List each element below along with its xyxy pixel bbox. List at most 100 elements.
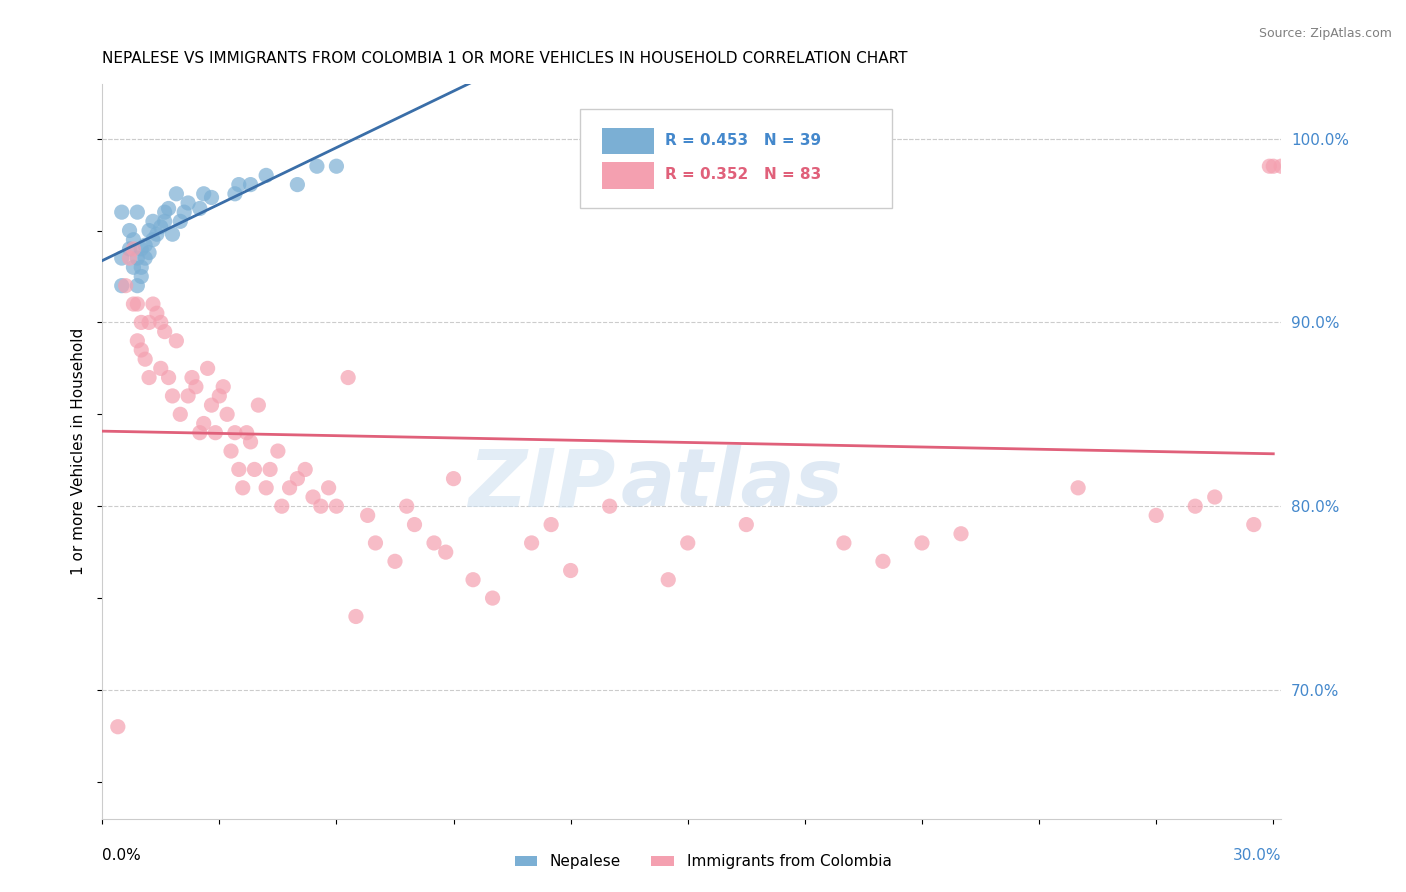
Point	[208, 389, 231, 403]
Point	[114, 278, 136, 293]
Point	[461, 573, 484, 587]
Point	[177, 389, 200, 403]
Point	[950, 526, 973, 541]
Point	[239, 434, 262, 449]
Point	[325, 159, 347, 173]
Point	[149, 315, 172, 329]
Point	[173, 205, 195, 219]
Point	[200, 190, 222, 204]
Point	[146, 306, 169, 320]
Point	[134, 251, 156, 265]
Text: NEPALESE VS IMMIGRANTS FROM COLOMBIA 1 OR MORE VEHICLES IN HOUSEHOLD CORRELATION: NEPALESE VS IMMIGRANTS FROM COLOMBIA 1 O…	[103, 51, 908, 66]
Point	[138, 315, 160, 329]
Point	[1281, 159, 1303, 173]
Point	[127, 251, 149, 265]
Point	[735, 517, 758, 532]
Point	[157, 202, 180, 216]
Point	[911, 536, 934, 550]
Point	[481, 591, 503, 606]
Point	[302, 490, 325, 504]
Point	[184, 380, 207, 394]
Point	[162, 227, 184, 242]
Point	[181, 370, 204, 384]
Point	[212, 380, 235, 394]
Point	[127, 278, 149, 293]
Text: atlas: atlas	[621, 445, 844, 523]
Point	[232, 481, 254, 495]
Point	[254, 169, 277, 183]
Point	[177, 196, 200, 211]
Point	[153, 205, 176, 219]
FancyBboxPatch shape	[579, 109, 891, 209]
Text: 30.0%: 30.0%	[1233, 848, 1281, 863]
Point	[162, 389, 184, 403]
FancyBboxPatch shape	[602, 128, 654, 154]
Point	[395, 499, 418, 513]
Point	[129, 343, 152, 357]
Point	[129, 315, 152, 329]
Point	[267, 444, 290, 458]
Point	[138, 223, 160, 237]
Point	[107, 720, 129, 734]
Text: Source: ZipAtlas.com: Source: ZipAtlas.com	[1258, 27, 1392, 40]
Point	[235, 425, 257, 440]
Point	[127, 297, 149, 311]
Point	[217, 407, 239, 421]
Point	[165, 334, 187, 348]
Point	[1270, 159, 1292, 173]
Point	[423, 536, 446, 550]
Point	[134, 238, 156, 252]
Point	[149, 361, 172, 376]
Point	[142, 214, 165, 228]
Point	[287, 472, 309, 486]
Point	[364, 536, 387, 550]
Point	[520, 536, 543, 550]
Point	[305, 159, 328, 173]
Point	[1258, 159, 1281, 173]
Point	[118, 251, 141, 265]
Point	[228, 462, 250, 476]
Point	[142, 233, 165, 247]
Point	[287, 178, 309, 192]
Point	[146, 227, 169, 242]
Point	[657, 573, 679, 587]
Text: R = 0.352   N = 83: R = 0.352 N = 83	[665, 167, 821, 182]
Point	[134, 352, 156, 367]
Point	[157, 370, 180, 384]
Point	[434, 545, 457, 559]
Point	[142, 297, 165, 311]
Point	[122, 297, 145, 311]
Point	[118, 223, 141, 237]
Point	[254, 481, 277, 495]
Text: R = 0.453   N = 39: R = 0.453 N = 39	[665, 133, 821, 147]
Point	[259, 462, 281, 476]
Point	[224, 186, 246, 201]
FancyBboxPatch shape	[602, 162, 654, 188]
Point	[599, 499, 621, 513]
Point	[169, 214, 191, 228]
Text: ZIP: ZIP	[468, 445, 614, 523]
Point	[153, 325, 176, 339]
Text: 0.0%: 0.0%	[103, 848, 141, 863]
Point	[204, 425, 226, 440]
Point	[540, 517, 562, 532]
Point	[111, 251, 134, 265]
Point	[832, 536, 855, 550]
Point	[356, 508, 378, 523]
Point	[1067, 481, 1090, 495]
Point	[309, 499, 332, 513]
Point	[224, 425, 246, 440]
Point	[188, 202, 211, 216]
Point	[1243, 517, 1265, 532]
Point	[193, 186, 215, 201]
Point	[676, 536, 699, 550]
Point	[228, 178, 250, 192]
Point	[153, 214, 176, 228]
Point	[127, 334, 149, 348]
Point	[270, 499, 292, 513]
Point	[111, 205, 134, 219]
Point	[188, 425, 211, 440]
Y-axis label: 1 or more Vehicles in Household: 1 or more Vehicles in Household	[72, 327, 86, 574]
Point	[239, 178, 262, 192]
Point	[1263, 159, 1285, 173]
